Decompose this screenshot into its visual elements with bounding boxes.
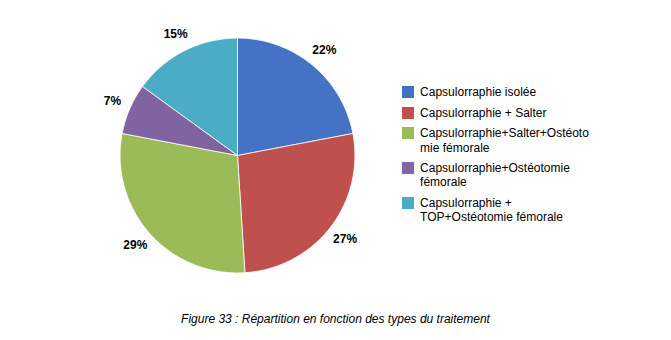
- svg-text:22%: 22%: [312, 43, 336, 57]
- html-text:Capsulorraphie + TOP+Ostéotomi: Capsulorraphie + TOP+Ostéotomie fémorale: [420, 195, 563, 225]
- html-text:Capsulorraphie + Salter: Capsulorraphie + Salter: [420, 105, 547, 120]
- html-text:Figure 33 : Répartition en fon: Figure 33 : Répartition en fonction des …: [181, 312, 490, 326]
- svg-text:15%: 15%: [164, 27, 188, 41]
- svg-text:29%: 29%: [123, 238, 147, 252]
- html-text:Capsulorraphie+Salter+Ostéoto: Capsulorraphie+Salter+Ostéoto mie fémora…: [420, 126, 589, 155]
- html-text:Capsulorraphie+Ostéotomie fémo: Capsulorraphie+Ostéotomie fémorale: [420, 161, 570, 190]
- svg-text:27%: 27%: [333, 232, 357, 246]
- svg-text:7%: 7%: [104, 94, 122, 108]
- html-text:Capsulorraphie isolée: Capsulorraphie isolée: [420, 85, 537, 100]
